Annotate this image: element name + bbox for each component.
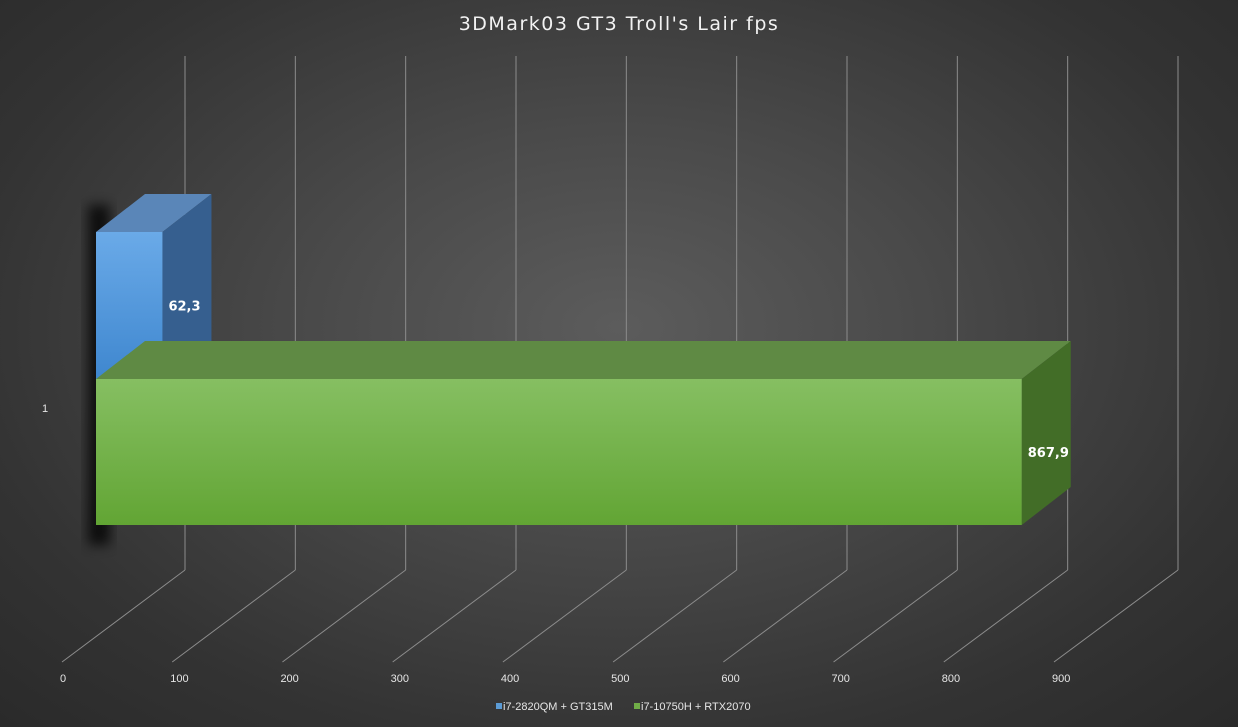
gridline-floor [61,569,186,663]
bars: 62,3 867,9 [88,194,1071,545]
gridline-floor [943,569,1068,663]
gridline-floor [723,569,848,663]
bar-side-face [162,194,212,379]
gridline-floor [392,569,517,663]
legend-label: i7-10750H + RTX2070 [641,701,751,713]
legend: i7-2820QM + GT315M i7-10750H + RTX2070 [496,701,751,713]
bar-top-face [96,341,1071,379]
bar-front-face [96,379,1022,525]
tick-label: 100 [170,673,188,685]
tick-label: 0 [60,673,66,685]
data-label: 62,3 [168,300,200,315]
tick-label: 300 [391,673,409,685]
bar-2 [96,341,1071,525]
bar-side-face [1021,341,1071,525]
gridline-floor [171,569,296,663]
bar-top-face [96,194,212,232]
tick-label: 500 [611,673,629,685]
tick-label: 400 [501,673,519,685]
tick-label: 700 [832,673,850,685]
axis-ticks: 0 100 200 300 400 500 600 700 800 900 [60,673,1070,685]
legend-swatch [496,703,502,709]
legend-swatch [634,703,640,709]
gridline-floor [282,569,406,663]
gridline-floor [833,569,958,663]
gridline-floor [1053,569,1179,663]
tick-label: 800 [942,673,960,685]
gridline-floor [502,569,627,663]
category-label: 1 [42,403,48,415]
data-label: 867,9 [1028,446,1069,461]
legend-label: i7-2820QM + GT315M [503,701,613,713]
gridline-floor [612,569,737,663]
tick-label: 200 [280,673,298,685]
tick-label: 900 [1052,673,1070,685]
tick-label: 600 [721,673,739,685]
chart-title: 3DMark03 GT3 Troll's Lair fps [459,13,780,35]
